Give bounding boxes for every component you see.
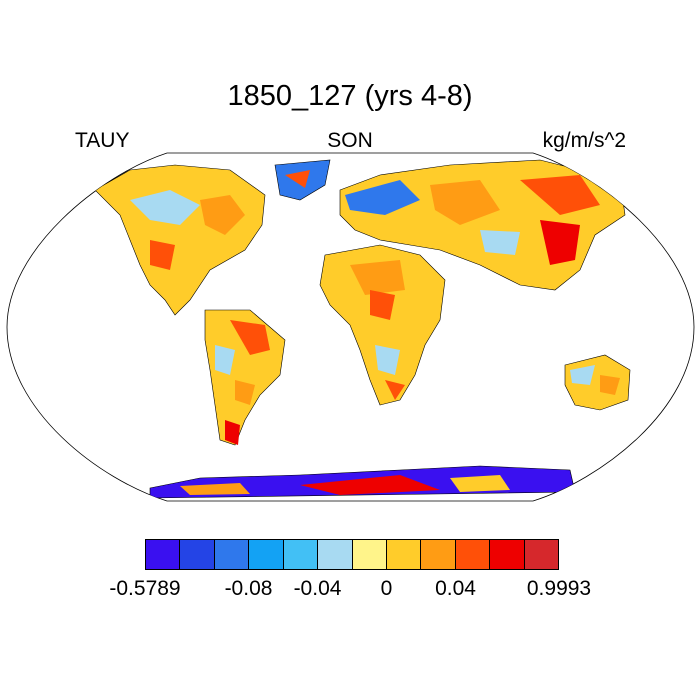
colorbar-swatch [214,540,250,569]
colorbar-swatch [524,540,559,569]
colorbar-swatch [352,540,387,569]
colorbar-tick-label: -0.04 [293,577,342,600]
colorbar-tick-label: 0.04 [435,577,476,600]
colorbar-tick-label: 0.9993 [526,577,592,600]
colorbar-swatch [386,540,422,569]
colorbar-swatch [490,540,525,569]
continent-africa [319,244,446,406]
colorbar-swatch [421,540,456,569]
colorbar-swatch [283,540,319,569]
plot-title: 1850_127 (yrs 4-8) [227,80,473,112]
season-label: SON [327,129,373,152]
colorbar-swatch [249,540,284,569]
colorbar-swatch [318,540,353,569]
colorbar-swatch [180,540,215,569]
colorbar-tick-label: -0.5789 [109,577,181,600]
colorbar-tick-label: -0.08 [224,577,273,600]
variable-label: TAUY [75,129,130,152]
colorbar-swatch [455,540,491,569]
colorbar [145,539,559,570]
colorbar-labels: -0.5789 -0.08 -0.04 0 0.04 0.9993 [0,577,700,603]
colorbar-tick-label: 0 [380,577,393,600]
units-label: kg/m/s^2 [542,129,626,152]
colorbar-swatch [146,540,181,569]
